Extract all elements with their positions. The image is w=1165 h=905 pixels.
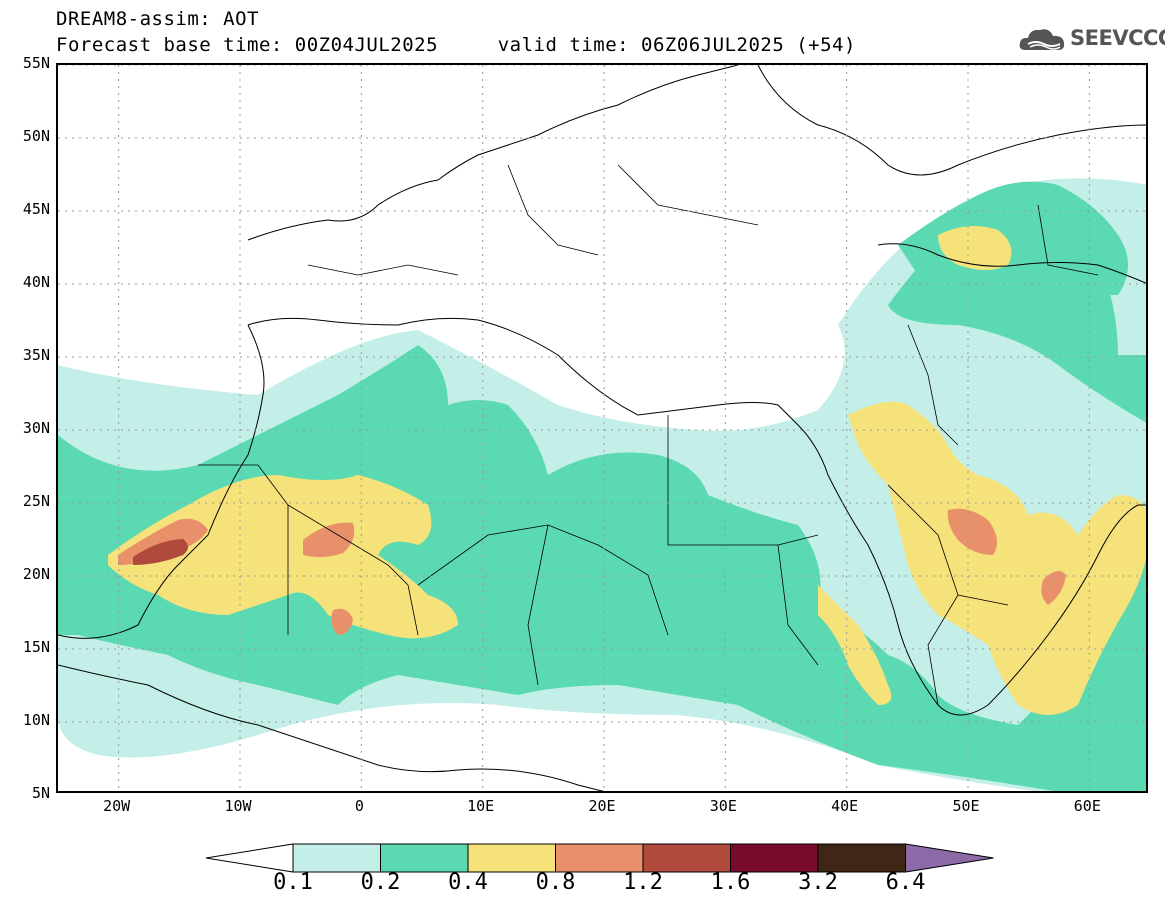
cloud-logo-icon [1019,29,1065,50]
colorbar-lower-extend [205,843,294,873]
colorbar-swatch-2 [467,843,556,873]
colorbar-swatch-0 [292,843,381,873]
aot-band-0.4-redsea [818,585,892,705]
lat-tick-label: 50N [22,127,50,145]
lon-tick-label: 50E [952,797,980,815]
country-borders [198,164,1099,706]
aot-band-0.8-b [303,522,355,558]
coastlines [58,65,1146,791]
colorbar-swatch-6 [817,843,906,873]
colorbar-level-label: 0.8 [535,870,576,895]
lat-tick-label: 35N [22,346,50,364]
lat-tick-label: 15N [22,638,50,656]
map-area [56,63,1148,793]
lon-tick-label: 10W [224,797,252,815]
lat-tick-label: 25N [22,492,50,510]
colorbar-level-label: 1.6 [710,870,751,895]
lat-tick-label: 40N [22,273,50,291]
colorbar-swatch-5 [730,843,819,873]
colorbar-swatch-1 [380,843,469,873]
lat-tick-label: 5N [31,784,50,802]
lon-tick-label: 20E [588,797,616,815]
aot-band-0.8-c [331,608,353,635]
aot-band-1.2 [133,539,188,565]
aot-band-0.8-e [1041,571,1066,605]
aot-band-0.8-d [947,508,997,555]
colorbar-level-label: 0.1 [273,870,313,895]
colorbar-level-label: 1.2 [623,870,663,895]
colorbar-level-label: 0.2 [360,870,401,895]
lat-tick-label: 30N [22,419,50,437]
lon-tick-label: 40E [831,797,859,815]
colorbar-level-label: 3.2 [798,870,838,895]
colorbar [205,843,994,873]
lat-tick-label: 10N [22,711,50,729]
colorbar-swatch-4 [642,843,731,873]
lon-tick-label: 10E [467,797,495,815]
map-title: DREAM8-assim: AOT [56,8,259,30]
lat-tick-label: 45N [22,200,50,218]
aot-band-0.4-west [108,475,458,639]
lon-tick-label: 0 [354,797,364,815]
aot-band-0.4-east [848,401,1146,715]
forecast-time-line: Forecast base time: 00Z04JUL2025 valid t… [56,34,856,56]
colorbar-level-label: 6.4 [885,870,926,895]
aot-band-0.2 [58,199,1146,791]
lon-tick-label: 30E [709,797,737,815]
logo-text: SEEVCCC [1070,26,1165,50]
aot-band-0.4-north [938,226,1012,270]
map-grid [58,65,1146,791]
colorbar-upper-extend [905,843,994,873]
colorbar-level-label: 0.4 [448,870,488,895]
lat-tick-label: 20N [22,565,50,583]
lat-tick-label: 55N [22,54,50,72]
aot-contours [58,178,1146,791]
colorbar-swatch-3 [555,843,644,873]
seevccc-logo: SEEVCCC [1018,24,1165,56]
lon-tick-label: 20W [103,797,131,815]
aot-band-0.2-north [898,181,1128,295]
lon-tick-label: 60E [1073,797,1101,815]
aot-map [58,65,1146,791]
